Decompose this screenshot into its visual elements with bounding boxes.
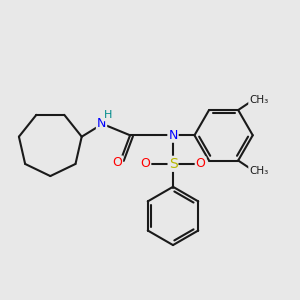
Text: O: O [196,157,206,170]
Text: CH₃: CH₃ [249,166,268,176]
Text: N: N [168,129,178,142]
Text: N: N [97,116,106,130]
Text: H: H [103,110,112,120]
Text: O: O [112,156,122,170]
Text: S: S [169,157,177,171]
Text: O: O [140,157,150,170]
Text: CH₃: CH₃ [249,95,268,105]
